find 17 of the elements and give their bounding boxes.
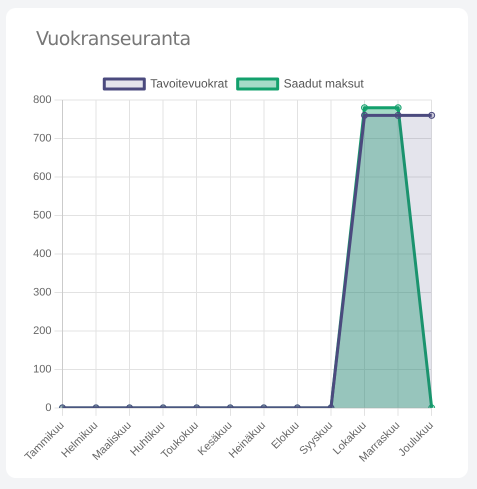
- point: [361, 104, 368, 112]
- chart-title: Vuokranseuranta: [36, 28, 191, 50]
- point: [361, 112, 368, 119]
- point: [428, 112, 436, 119]
- y-tick-label: 500: [33, 210, 52, 222]
- legend-label: Tavoitevuokrat: [150, 76, 228, 90]
- point: [394, 112, 402, 119]
- y-tick-label: 600: [33, 171, 52, 184]
- y-tick-label: 100: [33, 363, 52, 376]
- y-tick-label: 200: [33, 324, 52, 337]
- y-tick-label: 700: [33, 132, 52, 145]
- y-tick-label: 400: [33, 248, 52, 260]
- y-tick-label: 300: [33, 286, 52, 298]
- y-tick-label: 800: [33, 94, 52, 106]
- legend-label: Saadut maksut: [284, 76, 364, 90]
- point: [394, 104, 402, 112]
- y-tick-label: 0: [45, 402, 52, 414]
